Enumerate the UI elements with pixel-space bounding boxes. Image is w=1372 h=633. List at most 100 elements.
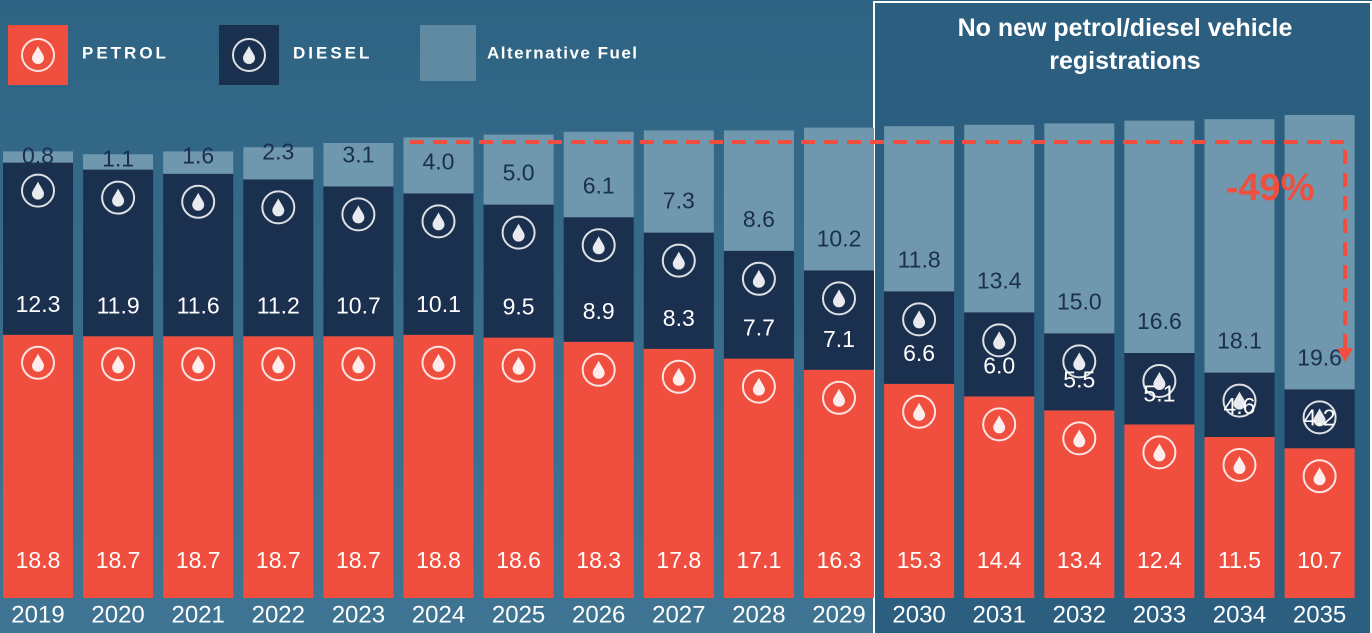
x-tick-label: 2021 bbox=[172, 601, 225, 628]
icon-ring bbox=[181, 347, 216, 382]
x-tick-label: 2033 bbox=[1133, 601, 1186, 628]
icon-drop bbox=[1313, 408, 1326, 427]
bar-segment bbox=[3, 151, 73, 163]
value-label: 18.8 bbox=[416, 547, 461, 573]
icon-ring bbox=[822, 380, 856, 415]
icon-ring bbox=[1302, 459, 1337, 494]
value-label: 11.2 bbox=[257, 292, 300, 318]
bar-segment bbox=[804, 270, 874, 370]
icon-ring bbox=[341, 347, 376, 382]
icon-drop bbox=[592, 236, 605, 255]
x-tick-label: 2022 bbox=[252, 601, 305, 628]
icon-ring bbox=[1222, 383, 1257, 418]
icon-drop bbox=[1313, 467, 1326, 486]
value-label: 8.6 bbox=[743, 206, 775, 232]
value-label: 16.6 bbox=[1137, 308, 1182, 334]
icon-ring bbox=[741, 261, 776, 296]
x-tick-label: 2028 bbox=[732, 601, 785, 628]
value-label: 8.3 bbox=[663, 305, 695, 331]
icon-drop bbox=[1073, 429, 1086, 448]
x-tick-label: 2024 bbox=[412, 601, 465, 628]
value-label: 16.3 bbox=[817, 547, 862, 573]
bar-segment bbox=[723, 130, 794, 251]
value-label: 11.6 bbox=[177, 292, 220, 318]
value-label: 17.1 bbox=[737, 547, 782, 573]
value-label: 18.7 bbox=[176, 547, 221, 573]
x-tick-label: 2019 bbox=[11, 601, 64, 628]
x-tick-label: 2029 bbox=[812, 601, 865, 628]
icon-drop bbox=[1073, 352, 1086, 371]
legend-label: DIESEL bbox=[293, 43, 372, 62]
bar-segment bbox=[403, 137, 474, 194]
dashed-arrow bbox=[410, 140, 1347, 352]
icon-ring bbox=[1142, 435, 1177, 470]
icon-ring bbox=[822, 281, 856, 316]
icon-drop bbox=[1153, 372, 1166, 390]
icon-drop bbox=[1233, 391, 1246, 410]
icon-ring bbox=[501, 215, 536, 250]
x-tick-label: 2035 bbox=[1293, 601, 1346, 628]
x-tick-label: 2025 bbox=[492, 601, 545, 628]
icon-ring bbox=[982, 407, 1017, 442]
value-label: 7.1 bbox=[823, 326, 855, 352]
bar-segment bbox=[964, 312, 1035, 397]
bar-segment bbox=[563, 341, 634, 598]
value-label: 7.7 bbox=[743, 315, 775, 341]
future-note: No new petrol/diesel vehicle registratio… bbox=[957, 14, 1293, 75]
arrow-head bbox=[1337, 348, 1353, 362]
icon-drop bbox=[243, 46, 255, 64]
icon-drop bbox=[512, 356, 525, 375]
bar-segment bbox=[964, 124, 1035, 313]
value-label: 1.6 bbox=[182, 142, 214, 168]
value-label: 11.5 bbox=[1218, 547, 1261, 573]
value-label: 10.1 bbox=[416, 291, 461, 317]
icon-ring bbox=[1222, 448, 1257, 482]
value-label: 19.6 bbox=[1297, 344, 1342, 370]
x-tick-label: 2031 bbox=[973, 601, 1026, 628]
value-label: 12.4 bbox=[1137, 547, 1182, 573]
bar-segment bbox=[884, 291, 955, 384]
icon-drop bbox=[1233, 456, 1246, 474]
bar-segment bbox=[1044, 123, 1115, 334]
legend: PETROL DIESEL Alternative Fuel bbox=[8, 25, 637, 85]
icon-ring bbox=[661, 243, 696, 278]
icon-drop bbox=[32, 181, 44, 200]
icon-ring bbox=[261, 190, 296, 225]
bar-segment bbox=[563, 131, 634, 218]
icon-drop bbox=[672, 367, 685, 386]
value-label: 17.8 bbox=[656, 547, 701, 573]
value-label: 0.8 bbox=[22, 142, 54, 168]
value-label: 3.1 bbox=[342, 141, 374, 167]
bar-segment bbox=[804, 127, 874, 271]
x-tick-label: 2032 bbox=[1053, 601, 1106, 628]
value-label: 14.4 bbox=[977, 547, 1022, 573]
value-label: 18.7 bbox=[336, 547, 381, 573]
icon-drop bbox=[913, 310, 926, 329]
value-label: 18.1 bbox=[1217, 328, 1262, 354]
value-label: 18.7 bbox=[96, 547, 141, 573]
value-label: 12.3 bbox=[16, 291, 61, 317]
bar-segment bbox=[643, 232, 714, 349]
icon-ring bbox=[902, 302, 937, 337]
value-label: 15.3 bbox=[897, 547, 942, 573]
bar-segment bbox=[643, 348, 714, 598]
icon-drop bbox=[752, 269, 765, 288]
bar-segment bbox=[804, 369, 874, 598]
x-tick-label: 2026 bbox=[572, 601, 625, 628]
value-label: 6.1 bbox=[583, 172, 615, 198]
bar-segment bbox=[163, 151, 234, 174]
icon-ring bbox=[1302, 400, 1337, 435]
icon-drop bbox=[993, 331, 1006, 350]
value-label: 4.0 bbox=[423, 148, 455, 174]
value-label: 2.3 bbox=[262, 138, 294, 164]
value-label: 10.2 bbox=[817, 225, 862, 251]
icon-drop bbox=[432, 212, 445, 231]
icon-drop bbox=[592, 360, 605, 379]
icon-drop bbox=[833, 388, 846, 407]
icon-drop bbox=[672, 251, 685, 270]
value-label: 9.5 bbox=[503, 294, 535, 320]
value-label: 8.9 bbox=[583, 298, 615, 324]
icon-ring bbox=[21, 38, 55, 72]
icon-ring bbox=[101, 180, 136, 215]
